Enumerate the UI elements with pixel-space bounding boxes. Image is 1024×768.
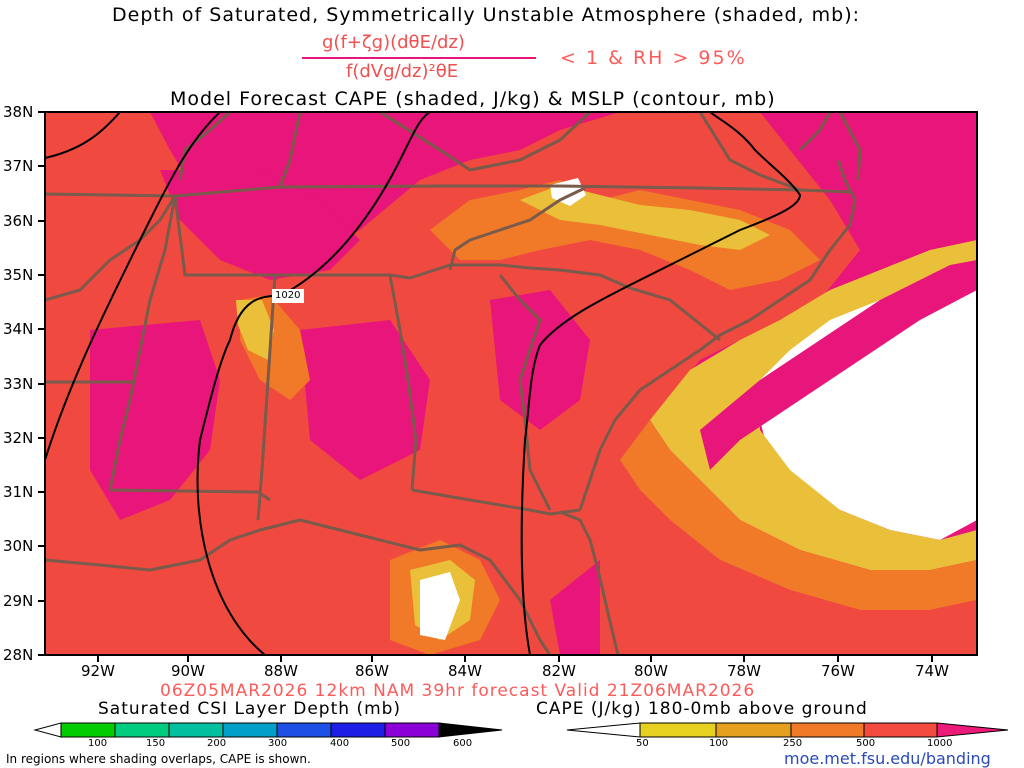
title-line-3: Model Forecast CAPE (shaded, J/kg) & MSL… — [170, 88, 776, 110]
lat-label: 34N — [3, 320, 34, 338]
cape-zero-gulf — [420, 572, 460, 640]
csi-tick-label: 200 — [207, 738, 227, 749]
csi-tick-label: 600 — [453, 738, 473, 749]
csi-tick-label: 400 — [330, 738, 350, 749]
lon-label: 76W — [821, 662, 855, 680]
cape-shading-yellow-north — [520, 185, 770, 250]
cape-tick-label: 500 — [856, 738, 876, 749]
coastline — [45, 112, 862, 655]
cape-shading-magenta-ga — [490, 290, 590, 430]
cape-shading-magenta-al — [300, 320, 430, 480]
source-url[interactable]: moe.met.fsu.edu/banding — [784, 749, 991, 768]
lon-label: 84W — [448, 662, 482, 680]
lat-label: 28N — [3, 646, 34, 664]
lon-label: 88W — [264, 662, 298, 680]
cape-tick-label: 1000 — [927, 738, 953, 749]
lon-label: 90W — [171, 662, 205, 680]
lat-label: 29N — [3, 592, 34, 610]
cape-shading-atlantic-magenta — [700, 260, 977, 470]
lon-label: 92W — [81, 662, 115, 680]
cape-tick-label: 50 — [636, 738, 649, 749]
lon-label: 80W — [634, 662, 668, 680]
lon-ticks — [97, 655, 933, 662]
lat-label: 33N — [3, 375, 34, 393]
lat-label: 36N — [3, 212, 34, 230]
csi-tick-label: 100 — [88, 738, 108, 749]
formula-condition: < 1 & RH > 95% — [560, 47, 747, 69]
cape-shading-atlantic-yellow — [650, 240, 977, 570]
formula-denominator: f(dVg/dz)²θE — [346, 61, 459, 82]
lat-label: 35N — [3, 266, 34, 284]
formula-fraction-bar — [302, 57, 536, 59]
cape-shading-yellow-ms — [236, 300, 274, 360]
cape-shading-red-west — [45, 240, 150, 350]
lon-label: 82W — [542, 662, 576, 680]
csi-tick-label: 300 — [268, 738, 288, 749]
forecast-valid-line: 06Z05MAR2026 12km NAM 39hr forecast Vali… — [160, 681, 756, 701]
cape-shading-atlantic-red — [600, 460, 977, 655]
lat-label: 38N — [3, 103, 34, 121]
lat-label: 32N — [3, 429, 34, 447]
cape-shading-orange-north — [430, 180, 820, 290]
cape-tick-label: 250 — [783, 738, 803, 749]
cape-tick-label: 100 — [709, 738, 729, 749]
cape-shading-magenta-ms — [90, 320, 220, 520]
lat-ticks — [38, 111, 45, 656]
lon-label: 78W — [727, 662, 761, 680]
lon-label: 86W — [355, 662, 389, 680]
cape-colorbar-title: CAPE (J/kg) 180-0mb above ground — [536, 699, 868, 719]
lon-label: 74W — [915, 662, 949, 680]
lat-label: 31N — [3, 483, 34, 501]
contour-label-1020: 1020 — [275, 290, 301, 301]
csi-colorbar-title: Saturated CSI Layer Depth (mb) — [98, 699, 402, 719]
cape-shading-atlantic-orange — [620, 420, 977, 610]
formula-numerator: g(f+ζg)(dθE/dz) — [322, 32, 465, 53]
title-line-1: Depth of Saturated, Symmetrically Unstab… — [112, 4, 861, 26]
overlap-note: In regions where shading overlaps, CAPE … — [6, 752, 311, 766]
csi-tick-label: 500 — [391, 738, 411, 749]
cape-shading-magenta-tn — [160, 170, 360, 280]
lat-label: 37N — [3, 157, 34, 175]
csi-tick-label: 150 — [146, 738, 166, 749]
contour-label-box — [272, 289, 304, 303]
mslp-contours — [45, 112, 802, 655]
lat-label: 30N — [3, 537, 34, 555]
